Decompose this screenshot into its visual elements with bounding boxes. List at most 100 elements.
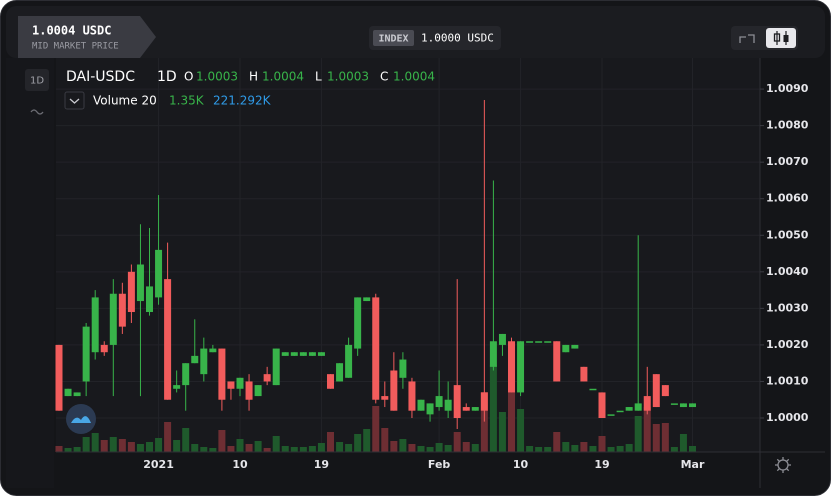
volume-bar: [227, 446, 235, 452]
candle-body: [290, 352, 298, 356]
candle-body: [155, 249, 163, 298]
volume-bar: [91, 433, 99, 452]
candle-body: [598, 392, 606, 419]
volume-bar: [580, 442, 588, 452]
candle-body: [227, 381, 235, 389]
candle-body: [408, 381, 416, 411]
candle-icon-a: [773, 33, 781, 42]
volume-bar: [191, 444, 199, 452]
candle-body: [272, 348, 280, 386]
candle-body: [191, 355, 199, 364]
volume-bar: [109, 437, 117, 452]
volume-bar: [308, 446, 316, 452]
candle-body: [55, 344, 63, 411]
interval-label: 1D: [30, 76, 44, 87]
volume-bar: [290, 447, 298, 452]
volume-bar: [263, 448, 271, 452]
candle-body: [426, 403, 434, 415]
volume-bar: [517, 409, 525, 452]
gear-teeth: [775, 457, 791, 473]
volume-bar: [480, 392, 488, 452]
x-tick-label: 2021: [143, 458, 174, 471]
candle-body: [498, 333, 506, 345]
volume-bar: [607, 447, 615, 452]
legend-volume-b: 221.292K: [213, 94, 272, 108]
candle-body: [471, 407, 479, 411]
candle-body: [354, 297, 362, 349]
candle-body: [363, 297, 371, 302]
volume-bar: [136, 444, 144, 452]
candle-body: [607, 414, 615, 416]
axes: 1.0090 1.0080 1.0070 1.0060 1.0050 1.0040 1.00…: [143, 82, 809, 471]
volume-bar: [345, 444, 353, 452]
volume-bar: [218, 430, 226, 452]
candle-body: [173, 385, 181, 389]
volume-bar: [55, 446, 63, 452]
legend-h: 1.0004: [262, 70, 304, 84]
candle-body: [182, 363, 190, 386]
candle-body: [73, 392, 81, 397]
volume-bar: [462, 442, 470, 452]
candle-body: [218, 348, 226, 400]
logo-mark: [71, 416, 91, 423]
legend-volume-a: 1.35K: [169, 94, 205, 108]
volume-bar: [679, 434, 687, 452]
volume-bar: [299, 447, 307, 452]
collapse-button[interactable]: [64, 91, 85, 110]
volume-bar: [489, 365, 497, 452]
legend-volume-label: Volume 20: [93, 94, 157, 108]
grid: [56, 58, 760, 452]
volume-bar: [526, 446, 534, 452]
volume-bar: [317, 443, 325, 452]
legend-h-label: H: [249, 70, 258, 84]
x-tick-label: 19: [594, 458, 609, 471]
interval-button[interactable]: [25, 69, 49, 91]
settings-button[interactable]: [775, 457, 791, 473]
candle-body: [91, 297, 99, 353]
volume-bar: [571, 445, 579, 452]
mid-price-caption: MID MARKET PRICE: [32, 42, 119, 52]
volume-bar: [426, 447, 434, 452]
candle-body: [634, 403, 642, 411]
volume-bar: [553, 432, 561, 452]
volume-bar: [399, 439, 407, 452]
volume-bar: [562, 442, 570, 452]
legend-o: 1.0003: [196, 70, 238, 84]
volume-bar: [417, 446, 425, 452]
candle-body: [616, 410, 624, 413]
candle-body: [444, 399, 452, 411]
candle-body: [661, 385, 669, 397]
candle-body: [417, 399, 425, 411]
candle-style-button[interactable]: [766, 28, 796, 48]
candle-body: [127, 271, 135, 313]
volume-bar: [453, 432, 461, 452]
indicator-button[interactable]: [30, 109, 44, 115]
candles: [55, 100, 696, 429]
line-style-icon[interactable]: [739, 34, 755, 43]
volume-bar: [508, 390, 515, 452]
candle-body: [399, 359, 407, 378]
volume-bar: [372, 406, 380, 452]
x-tick-label: Feb: [428, 458, 451, 471]
volume-bar: [435, 443, 443, 452]
y-tick-label: 1.0010: [766, 374, 809, 387]
candle-body: [299, 352, 307, 356]
candle-body: [82, 326, 90, 382]
volume-bar: [73, 447, 81, 452]
price-badge: [18, 16, 156, 58]
index-price: 1.0000 USDC: [421, 32, 494, 45]
x-tick-label: 10: [232, 458, 248, 471]
candle-body: [453, 385, 461, 419]
volume-bar: [200, 447, 208, 452]
candle-body: [571, 344, 579, 349]
volume-bar: [209, 448, 217, 452]
volume-bar: [272, 436, 280, 452]
candle-body: [489, 341, 497, 367]
volume-bar: [336, 442, 344, 452]
volume-bar: [164, 422, 172, 452]
candle-body: [381, 396, 389, 400]
collapse-icon: [69, 98, 80, 104]
legend-l-label: L: [315, 70, 322, 84]
candle-body: [435, 396, 443, 408]
candle-body: [589, 388, 597, 391]
